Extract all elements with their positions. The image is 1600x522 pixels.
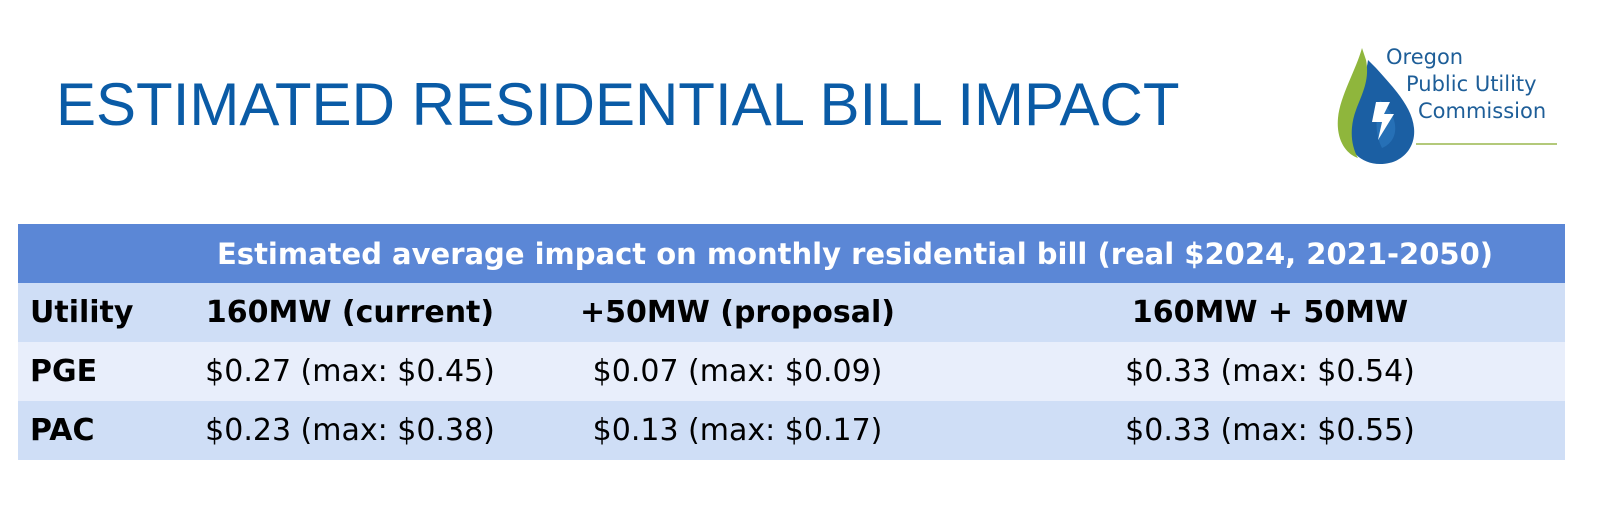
logo-wordmark: Oregon Public Utility Commission	[1386, 44, 1546, 125]
table-cell: $0.33 (max: $0.55)	[975, 401, 1565, 460]
logo-underline	[1416, 143, 1557, 145]
logo-line-3: Commission	[1418, 99, 1547, 123]
table-caption: Estimated average impact on monthly resi…	[18, 224, 1565, 283]
header-160mw-plus-50mw: 160MW + 50MW	[975, 283, 1565, 342]
table-cell: $0.13 (max: $0.17)	[500, 401, 975, 460]
table-cell: $0.27 (max: $0.45)	[200, 342, 500, 401]
table-cell: $0.23 (max: $0.38)	[200, 401, 500, 460]
bill-impact-table: Estimated average impact on monthly resi…	[18, 224, 1565, 460]
page-title: ESTIMATED RESIDENTIAL BILL IMPACT	[56, 71, 1180, 138]
table-row: PAC $0.23 (max: $0.38) $0.13 (max: $0.17…	[18, 401, 1565, 460]
logo-line-2: Public Utility	[1406, 72, 1537, 96]
opuc-logo: Oregon Public Utility Commission	[1336, 40, 1586, 170]
water-drop-lightning-icon	[1337, 48, 1415, 164]
header-160mw-current: 160MW (current)	[200, 283, 500, 342]
table-caption-row: Estimated average impact on monthly resi…	[18, 224, 1565, 283]
logo-line-1: Oregon	[1386, 45, 1464, 69]
table-row: PGE $0.27 (max: $0.45) $0.07 (max: $0.09…	[18, 342, 1565, 401]
utility-name: PAC	[18, 401, 200, 460]
table-header-row: Utility 160MW (current) +50MW (proposal)…	[18, 283, 1565, 342]
table-cell: $0.07 (max: $0.09)	[500, 342, 975, 401]
header-50mw-proposal: +50MW (proposal)	[500, 283, 975, 342]
header-utility: Utility	[18, 283, 200, 342]
utility-name: PGE	[18, 342, 200, 401]
table-cell: $0.33 (max: $0.54)	[975, 342, 1565, 401]
